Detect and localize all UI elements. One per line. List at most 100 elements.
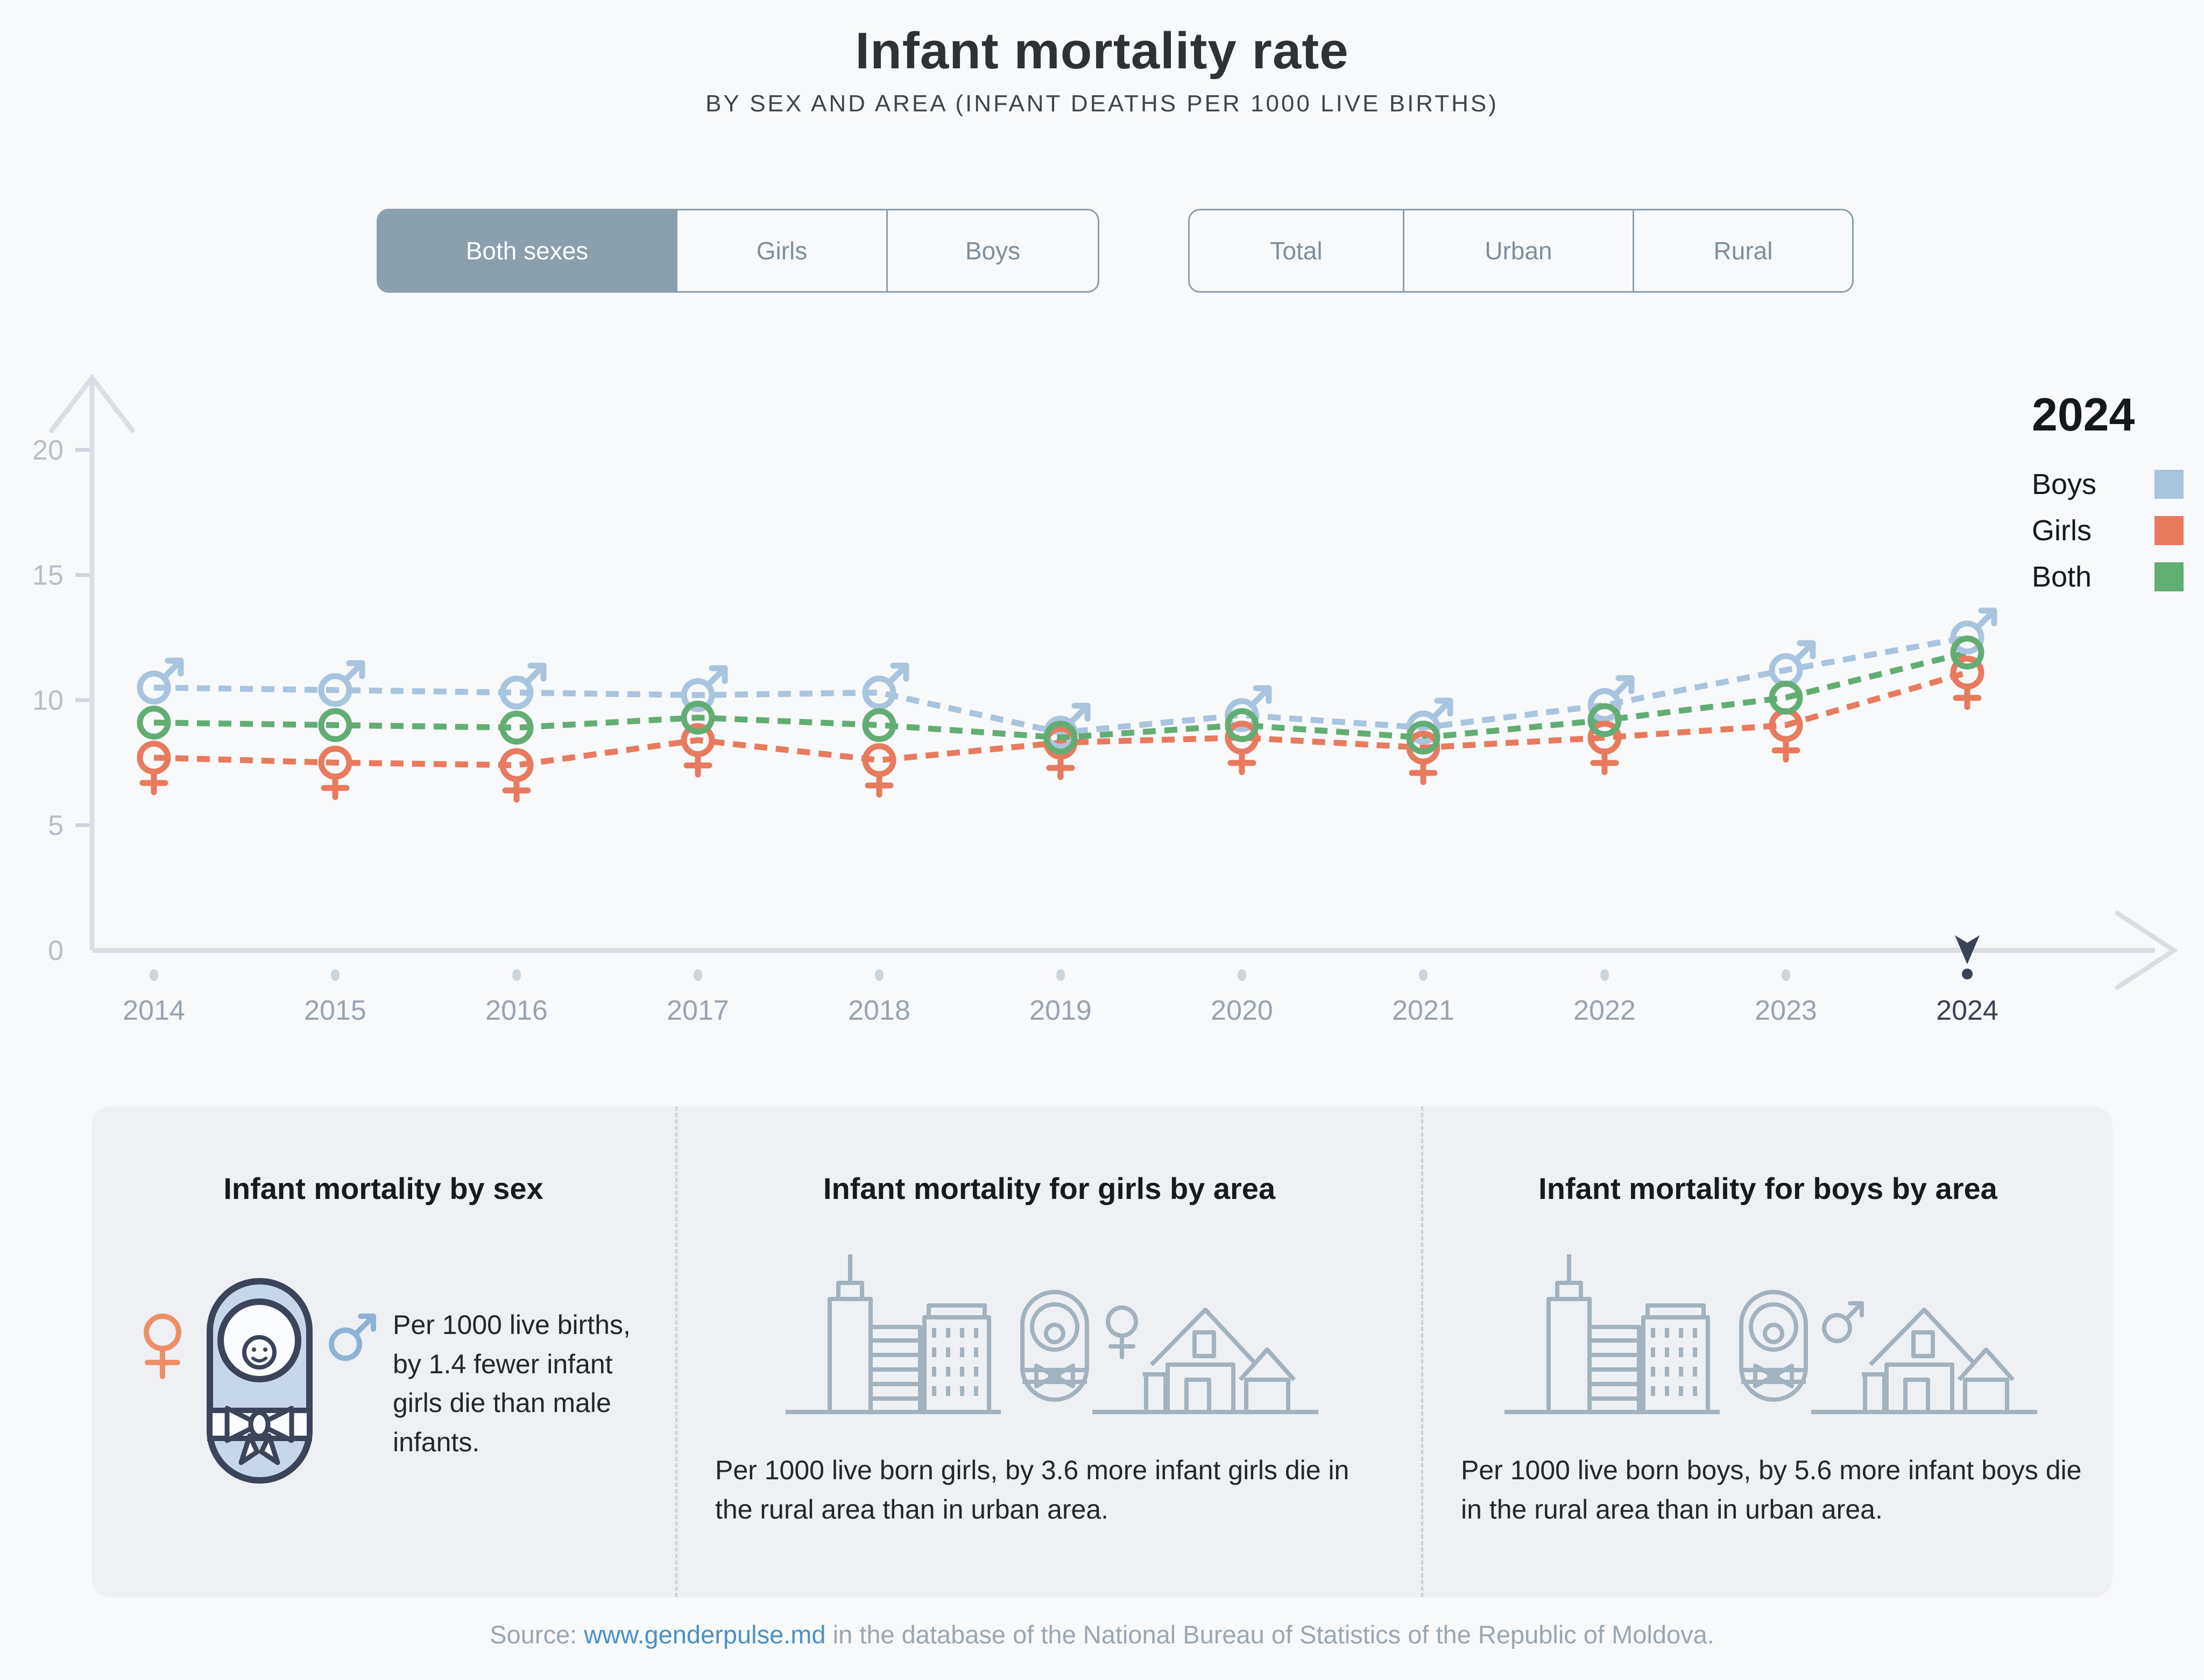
marker-circle-icon — [681, 701, 715, 735]
y-axis-ticks: 0 5 10 15 20 — [32, 435, 89, 966]
female-symbol-icon — [144, 1314, 181, 1379]
sex-filter-both-sexes[interactable]: Both sexes — [378, 210, 676, 291]
card-text: Per 1000 live born boys, by 5.6 more inf… — [1461, 1455, 2082, 1524]
svg-text:2023: 2023 — [1755, 995, 1817, 1026]
svg-text:2015: 2015 — [304, 995, 366, 1026]
marker-circle-icon — [1225, 708, 1259, 742]
area-filter-urban[interactable]: Urban — [1403, 210, 1633, 291]
marker-female-icon — [862, 743, 896, 798]
x-axis — [92, 910, 2179, 990]
svg-text:20: 20 — [32, 435, 63, 466]
x-axis-labels: 2014 2015 2016 2017 2018 2019 2020 2021 2022 2023… — [123, 969, 1998, 1026]
series-both-markers — [137, 636, 1984, 755]
marker-female-icon — [137, 740, 171, 795]
series-lines — [153, 634, 1968, 768]
marker-male-icon — [862, 662, 909, 710]
sex-filter-boys[interactable]: Boys — [886, 210, 1098, 291]
marker-circle-icon — [137, 705, 171, 740]
card-title: Infant mortality by sex — [223, 1171, 543, 1205]
series-girls-markers — [137, 655, 1984, 803]
svg-text:2021: 2021 — [1392, 995, 1454, 1026]
page-subtitle: BY SEX AND AREA (INFANT DEATHS PER 1000 … — [705, 90, 1499, 117]
legend-swatch — [2154, 562, 2184, 591]
marker-circle-icon — [1406, 721, 1440, 755]
source-line: Source: www.genderpulse.md in the databa… — [0, 1620, 2204, 1649]
card-title: Infant mortality for boys by area — [1538, 1171, 1997, 1205]
y-axis-arrow-icon — [49, 373, 135, 433]
marker-circle-icon — [1043, 721, 1078, 755]
city-baby-female-house-icon — [769, 1241, 1329, 1427]
marker-female-icon — [1587, 721, 1622, 775]
svg-text:0: 0 — [48, 935, 63, 966]
marker-male-icon — [1225, 685, 1272, 732]
card-infant-mortality-by-sex: Infant mortality by sex — [91, 1106, 675, 1597]
marker-male-icon — [137, 658, 184, 705]
area-filter-group: Total Urban Rural — [1188, 209, 1854, 293]
series-line-girls — [153, 669, 1968, 768]
marker-male-icon — [318, 660, 365, 707]
area-filter-rural[interactable]: Rural — [1633, 210, 1852, 291]
marker-female-icon — [1406, 730, 1440, 785]
marker-male-icon — [1406, 697, 1453, 745]
legend-swatch — [2154, 516, 2184, 545]
marker-male-icon — [499, 662, 547, 710]
info-panel: Infant mortality by sex — [91, 1106, 2113, 1597]
legend-swatch — [2154, 470, 2184, 499]
female-symbol-icon — [1106, 1305, 1138, 1359]
marker-circle-icon — [499, 710, 534, 745]
marker-female-icon — [1769, 708, 1803, 763]
marker-male-icon — [1587, 675, 1635, 722]
svg-text:2014: 2014 — [123, 995, 185, 1026]
legend-item-boys: Boys — [2032, 468, 2184, 501]
marker-circle-icon — [318, 708, 352, 742]
svg-text:2020: 2020 — [1211, 995, 1273, 1026]
series-line-boys — [153, 634, 1968, 736]
svg-text:10: 10 — [32, 685, 63, 716]
svg-text:5: 5 — [48, 810, 63, 842]
marker-male-icon — [681, 665, 728, 712]
legend-item-both: Both — [2032, 560, 2184, 594]
y-axis — [49, 373, 135, 950]
svg-text:2024: 2024 — [1936, 995, 1998, 1026]
legend-label: Girls — [2032, 514, 2092, 547]
swaddled-baby-with-gender-symbols-icon — [135, 1252, 382, 1513]
page-title: Infant mortality rate — [855, 22, 1349, 80]
area-filter-total[interactable]: Total — [1270, 237, 1323, 265]
marker-female-icon — [318, 745, 352, 800]
card-text: Per 1000 live born girls, by 3.6 more in… — [715, 1455, 1350, 1524]
source-link[interactable]: www.genderpulse.md — [584, 1620, 826, 1649]
marker-female-icon — [1225, 721, 1259, 775]
legend: 2024 Boys Girls Both — [2022, 389, 2184, 606]
marker-female-icon — [681, 723, 715, 778]
sex-filter-group: Both sexes Girls Boys — [377, 209, 1099, 293]
legend-title: 2024 — [2032, 389, 2135, 441]
series-markers — [137, 608, 1997, 803]
legend-item-girls: Girls — [2032, 514, 2184, 547]
x-axis-arrow-icon — [2115, 910, 2179, 990]
card-infant-mortality-girls-by-area: Infant mortality for girls by area — [675, 1106, 1421, 1597]
sex-filter-girls[interactable]: Girls — [676, 210, 886, 291]
series-line-both — [153, 650, 1968, 741]
series-boys-markers — [137, 608, 1997, 750]
svg-text:2017: 2017 — [667, 995, 729, 1026]
source-suffix: in the database of the National Bureau o… — [825, 1620, 1714, 1649]
svg-text:2016: 2016 — [485, 995, 548, 1026]
current-year-pointer-icon[interactable] — [1955, 935, 1980, 979]
svg-text:2019: 2019 — [1029, 995, 1092, 1026]
marker-circle-icon — [862, 708, 896, 742]
card-infant-mortality-boys-by-area: Infant mortality for boys by area — [1421, 1106, 2113, 1597]
marker-circle-icon — [1587, 703, 1622, 737]
marker-male-icon — [1950, 608, 1997, 655]
svg-text:2022: 2022 — [1573, 995, 1636, 1026]
card-text: Per 1000 live births, by 1.4 fewer infan… — [393, 1310, 631, 1457]
marker-female-icon — [499, 748, 534, 803]
source-prefix: Source: — [490, 1620, 584, 1649]
city-baby-male-house-icon — [1488, 1241, 2048, 1427]
marker-circle-icon — [1950, 636, 1984, 670]
svg-text:15: 15 — [32, 560, 63, 591]
male-symbol-icon — [329, 1314, 376, 1361]
legend-label: Boys — [2032, 468, 2097, 500]
legend-label: Both — [2032, 561, 2092, 593]
